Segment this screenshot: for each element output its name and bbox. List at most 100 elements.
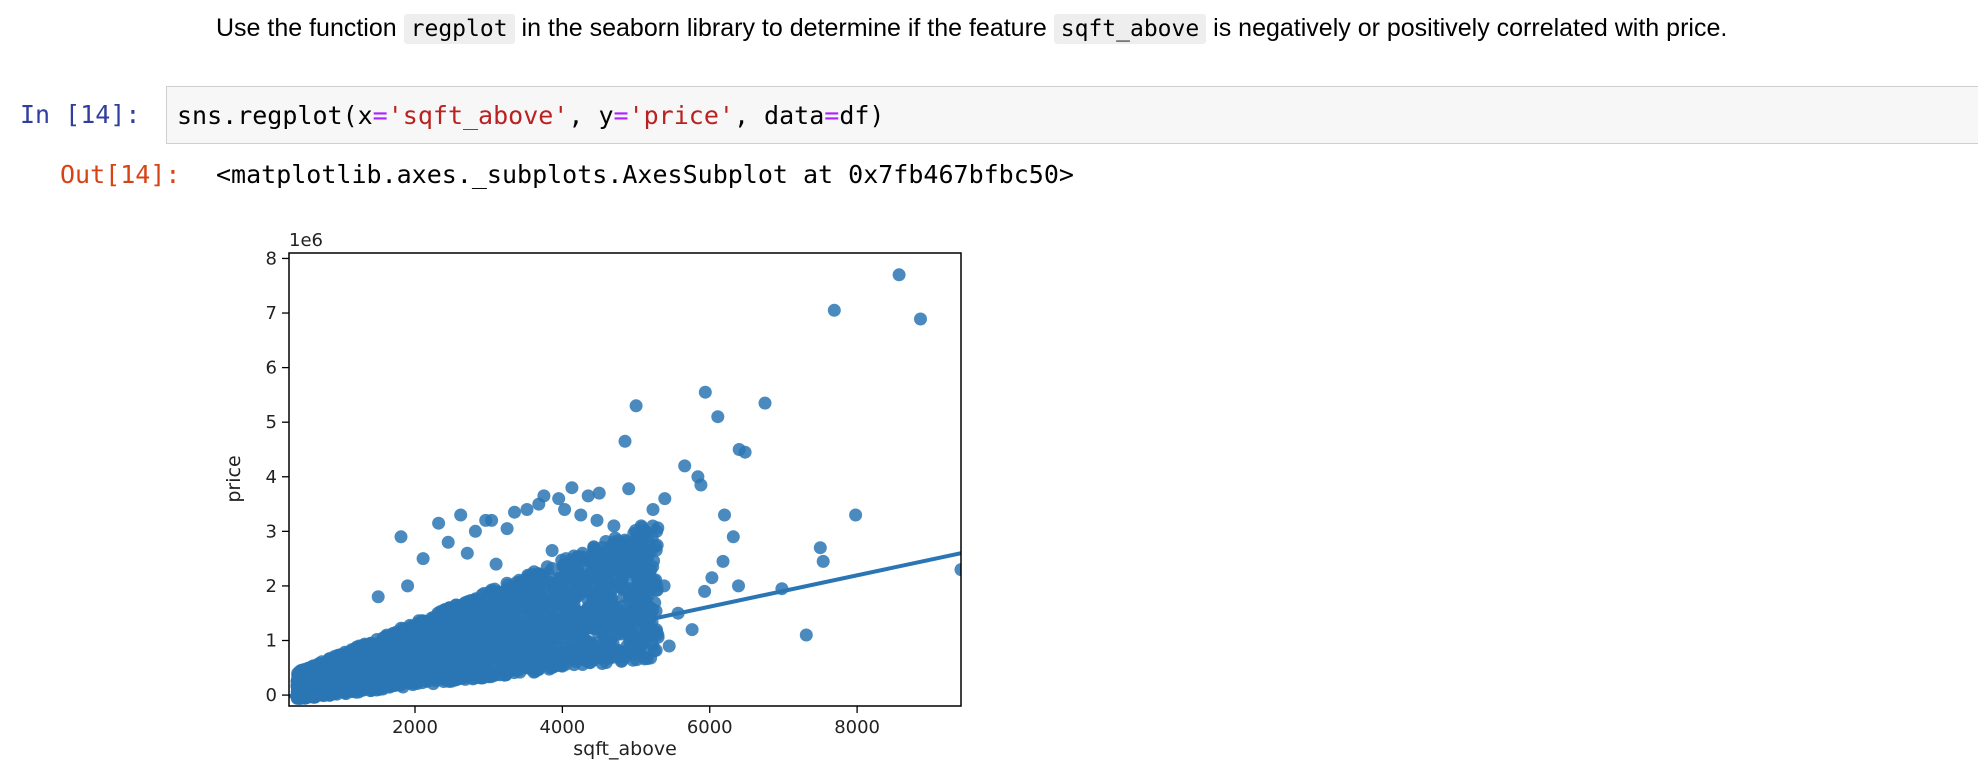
scatter-point (954, 563, 961, 577)
cloud-point (577, 573, 590, 587)
markdown-instruction: Use the function regplot in the seaborn … (216, 10, 1727, 47)
cloud-point (620, 559, 634, 573)
code-operator: = (824, 101, 840, 130)
scatter-point (718, 508, 731, 522)
scatter-point (732, 579, 745, 593)
scatter-point (500, 522, 514, 536)
scatter-point (441, 535, 455, 549)
scatter-point (646, 503, 660, 516)
scatter-point (892, 268, 906, 282)
cloud-point (553, 571, 567, 585)
cloud-point (453, 638, 467, 652)
cloud-point (504, 654, 518, 668)
scatter-point (738, 445, 752, 459)
scatter-point (520, 503, 534, 516)
x-tick-label: 6000 (687, 717, 733, 738)
cloud-point (626, 653, 640, 667)
scatter-point (581, 489, 595, 503)
y-tick-label: 0 (266, 685, 277, 706)
cloud-point (495, 598, 509, 612)
scatter-point (705, 571, 719, 585)
code-operator: = (613, 101, 629, 130)
cloud-point (400, 643, 414, 657)
cloud-point (557, 559, 571, 573)
md-text-3: is negatively or positively correlated w… (1206, 14, 1728, 42)
cloud-point (603, 540, 617, 554)
scatter-point (716, 554, 730, 568)
cloud-point (402, 676, 416, 690)
y-tick-label: 6 (266, 358, 277, 379)
cloud-point (515, 650, 528, 664)
cloud-point (531, 598, 545, 611)
code-line[interactable]: sns.regplot(x='sqft_above', y='price', d… (177, 101, 884, 130)
scatter-point (657, 579, 671, 593)
cloud-point (386, 640, 400, 654)
scatter-point (650, 524, 664, 538)
scatter-point (590, 513, 604, 527)
scatter-point (590, 636, 604, 650)
cloud-point (567, 658, 581, 672)
x-tick-label: 2000 (392, 717, 438, 738)
scatter-point (394, 530, 408, 544)
x-tick-label: 4000 (539, 717, 585, 738)
cloud-point (385, 655, 399, 669)
cloud-point (538, 619, 552, 633)
cloud-point (522, 660, 536, 674)
cloud-point (349, 685, 363, 699)
scatter-point (565, 481, 579, 495)
y-tick-label: 4 (266, 467, 277, 488)
cloud-point (544, 661, 558, 675)
cloud-point (603, 568, 617, 582)
scatter-point (622, 606, 636, 620)
y-tick-label: 2 (266, 576, 277, 597)
scatter-point (574, 508, 588, 522)
scatter-point (508, 505, 521, 519)
md-text-2: in the seaborn library to determine if t… (514, 14, 1054, 42)
input-prompt: In [14]: (20, 100, 141, 129)
scatter-point (460, 546, 474, 560)
cloud-point (631, 556, 645, 570)
cloud-point (496, 622, 510, 636)
cloud-point (357, 656, 371, 670)
scatter-point (629, 399, 643, 413)
scatter-point (468, 524, 482, 538)
cloud-point (586, 600, 600, 614)
md-text-1: Use the function (216, 14, 404, 42)
cloud-point (454, 598, 468, 612)
cloud-point (367, 641, 381, 655)
code-token: df) (839, 101, 885, 130)
cloud-point (413, 633, 427, 647)
cloud-point (545, 603, 559, 617)
code-token: sns.regplot(x (177, 101, 373, 130)
cloud-point (527, 581, 541, 595)
y-axis-ticks: 0 1 2 3 4 5 6 7 8 (266, 248, 289, 706)
scatter-point (592, 486, 606, 500)
scatter-point (489, 557, 503, 571)
cloud-point (632, 638, 646, 652)
y-tick-label: 1 (266, 631, 277, 652)
cloud-point (417, 622, 431, 636)
scatter-point (813, 541, 827, 555)
cloud-point (460, 627, 474, 641)
scatter-point (644, 563, 658, 577)
scatter-point (552, 492, 566, 506)
cloud-point (497, 668, 511, 682)
cloud-point (528, 646, 542, 660)
cloud-point (476, 595, 490, 609)
scatter-point (558, 503, 572, 516)
cloud-point (434, 643, 448, 657)
cloud-point (631, 575, 645, 589)
cloud-point (348, 656, 362, 669)
scatter-point (698, 385, 712, 399)
y-axis-label: price (223, 455, 245, 502)
cloud-point (604, 650, 618, 664)
cloud-point (387, 628, 400, 642)
code-cell-editor[interactable]: sns.regplot(x='sqft_above', y='price', d… (166, 86, 1978, 144)
cloud-point (480, 654, 494, 668)
code-token: , y (568, 101, 614, 130)
axes-frame (288, 252, 962, 707)
cloud-point (649, 643, 663, 657)
scatter-point (416, 552, 430, 566)
cloud-point (422, 649, 436, 663)
cloud-point (623, 585, 637, 599)
